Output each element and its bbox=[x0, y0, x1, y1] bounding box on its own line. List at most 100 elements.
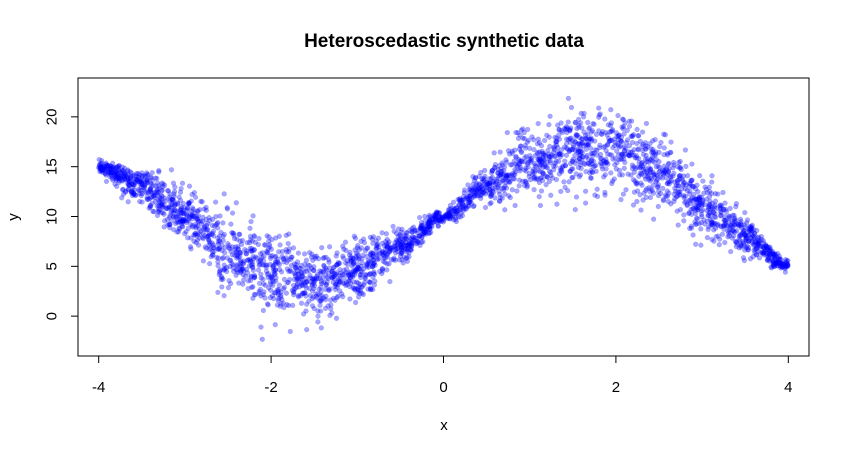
data-point bbox=[291, 289, 297, 295]
data-point bbox=[299, 281, 305, 287]
data-point bbox=[545, 147, 551, 154]
data-point bbox=[527, 156, 533, 162]
data-point bbox=[702, 221, 708, 227]
data-point bbox=[319, 245, 325, 251]
data-point bbox=[120, 173, 127, 180]
data-point bbox=[676, 192, 683, 198]
data-point bbox=[260, 258, 267, 264]
data-point bbox=[194, 232, 200, 238]
data-point bbox=[615, 152, 622, 158]
data-point bbox=[707, 210, 713, 216]
data-point bbox=[538, 175, 545, 181]
data-point bbox=[409, 233, 416, 240]
data-point bbox=[626, 143, 633, 149]
data-point bbox=[127, 175, 134, 181]
data-point bbox=[298, 274, 305, 280]
data-point bbox=[350, 258, 357, 265]
data-point bbox=[521, 129, 527, 136]
data-point bbox=[384, 236, 390, 243]
data-point bbox=[323, 254, 329, 261]
data-point bbox=[666, 160, 672, 167]
data-point bbox=[579, 136, 585, 142]
data-point bbox=[497, 191, 503, 197]
data-point bbox=[160, 181, 166, 187]
data-point bbox=[355, 280, 361, 286]
data-point bbox=[125, 167, 131, 173]
data-point bbox=[392, 250, 399, 256]
data-point bbox=[481, 189, 487, 195]
data-point bbox=[609, 178, 616, 184]
data-point bbox=[368, 255, 375, 261]
data-point bbox=[539, 169, 546, 176]
data-point bbox=[486, 183, 493, 189]
data-point bbox=[585, 119, 591, 126]
data-point bbox=[674, 208, 680, 214]
data-point bbox=[226, 245, 232, 251]
data-point bbox=[785, 262, 791, 268]
data-point bbox=[538, 188, 545, 194]
data-point bbox=[596, 145, 603, 151]
data-point bbox=[428, 219, 435, 226]
data-point bbox=[445, 214, 451, 220]
data-point bbox=[194, 215, 200, 222]
data-point bbox=[311, 264, 317, 270]
data-point bbox=[295, 250, 302, 256]
data-point bbox=[107, 163, 113, 169]
data-point bbox=[166, 194, 173, 200]
data-point bbox=[159, 187, 165, 193]
data-point bbox=[515, 135, 522, 142]
data-point bbox=[578, 141, 584, 147]
data-point bbox=[420, 229, 426, 235]
data-point bbox=[742, 209, 748, 216]
data-point bbox=[138, 187, 144, 194]
data-point bbox=[315, 319, 321, 325]
data-point bbox=[436, 217, 443, 224]
data-point bbox=[615, 140, 621, 147]
data-point bbox=[531, 187, 537, 193]
data-point bbox=[458, 199, 464, 205]
data-point bbox=[334, 262, 340, 268]
data-point bbox=[318, 325, 324, 331]
data-point bbox=[755, 240, 761, 246]
data-point bbox=[405, 247, 411, 253]
data-point bbox=[99, 169, 106, 175]
data-point bbox=[310, 257, 316, 263]
data-point bbox=[738, 243, 745, 249]
data-point bbox=[172, 220, 179, 227]
data-point bbox=[565, 95, 572, 102]
data-point bbox=[517, 161, 523, 167]
data-point bbox=[497, 149, 503, 155]
data-point bbox=[356, 283, 362, 290]
data-point bbox=[354, 265, 360, 272]
data-point bbox=[698, 220, 705, 226]
data-point bbox=[332, 281, 339, 287]
data-point bbox=[470, 203, 477, 210]
data-point bbox=[288, 262, 295, 269]
data-point bbox=[581, 129, 587, 135]
data-point bbox=[203, 245, 209, 251]
data-point bbox=[219, 242, 225, 248]
data-point bbox=[592, 138, 598, 144]
data-point bbox=[304, 327, 310, 333]
data-point bbox=[321, 263, 327, 269]
data-point bbox=[155, 190, 161, 196]
data-point bbox=[219, 284, 225, 290]
data-point bbox=[530, 171, 536, 178]
data-point bbox=[180, 218, 186, 225]
data-point bbox=[721, 226, 727, 232]
data-point bbox=[774, 262, 780, 268]
data-point bbox=[694, 216, 701, 222]
data-point bbox=[178, 217, 184, 223]
data-point bbox=[655, 188, 662, 195]
data-point bbox=[777, 256, 783, 262]
data-point bbox=[578, 110, 584, 117]
data-point bbox=[784, 264, 790, 270]
data-point bbox=[411, 237, 418, 243]
data-point bbox=[124, 176, 131, 182]
data-point bbox=[421, 227, 428, 233]
data-point bbox=[375, 235, 382, 241]
data-point bbox=[629, 152, 635, 158]
data-point bbox=[418, 223, 424, 230]
x-tick-label: 0 bbox=[439, 379, 447, 396]
data-point bbox=[546, 134, 552, 140]
